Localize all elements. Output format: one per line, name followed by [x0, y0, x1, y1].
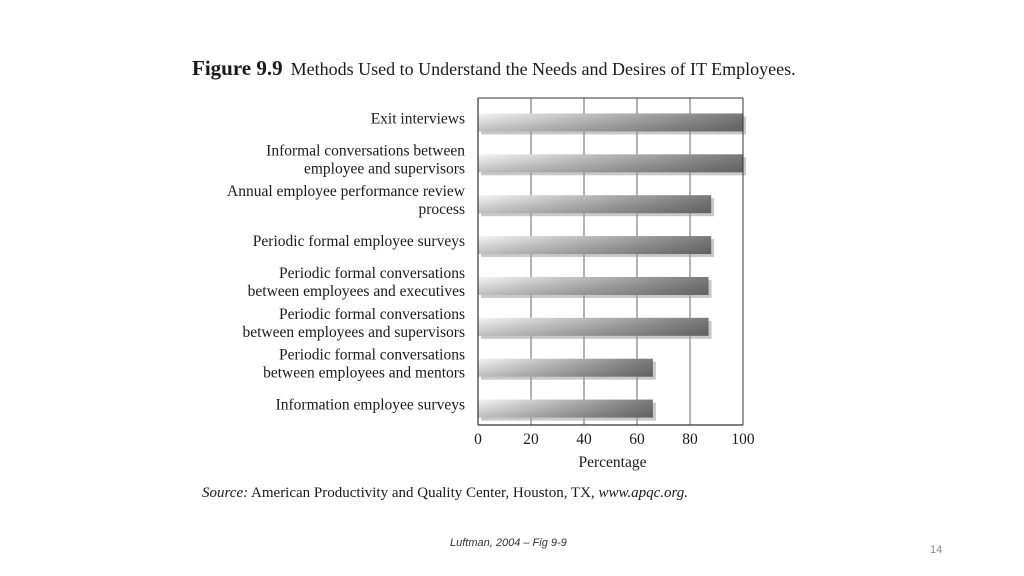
x-axis-title: Percentage — [579, 454, 647, 471]
bar-shade — [478, 113, 743, 132]
footer-credit: Luftman, 2004 – Fig 9-9 — [450, 537, 567, 549]
category-label: Periodic formal conversations — [279, 306, 465, 323]
x-tick-label: 20 — [523, 431, 539, 448]
source-text: American Productivity and Quality Center… — [251, 485, 595, 501]
category-label: Periodic formal employee surveys — [253, 233, 465, 250]
category-label: between employees and executives — [248, 283, 465, 300]
category-label: Exit interviews — [371, 110, 465, 127]
figure-source: Source: American Productivity and Qualit… — [202, 485, 688, 502]
figure-caption: Methods Used to Understand the Needs and… — [290, 59, 796, 79]
category-label: Periodic formal conversations — [279, 265, 465, 282]
bar-shade — [478, 317, 709, 336]
bar-shade — [478, 154, 743, 173]
slide-number: 14 — [930, 544, 943, 556]
category-label: Annual employee performance review — [227, 183, 466, 200]
bar-shade — [478, 358, 653, 377]
category-label: Information employee surveys — [276, 397, 465, 414]
bar-shade — [478, 195, 712, 214]
source-label: Source: — [202, 485, 249, 501]
figure-number: Figure 9.9 — [192, 56, 283, 80]
x-tick-label: 80 — [682, 431, 698, 448]
source-url: www.apqc.org. — [598, 485, 689, 501]
x-tick-label: 0 — [474, 431, 482, 448]
category-label: employee and supervisors — [304, 160, 465, 177]
x-tick-label: 100 — [731, 431, 755, 448]
x-tick-label: 40 — [576, 431, 592, 448]
category-label: between employees and mentors — [263, 365, 465, 382]
x-tick-label: 60 — [629, 431, 645, 448]
category-label: Periodic formal conversations — [279, 347, 465, 364]
bar-shade — [478, 276, 709, 295]
category-label: between employees and supervisors — [242, 324, 465, 341]
category-label: process — [419, 201, 466, 218]
figure-title: Figure 9.9 Methods Used to Understand the… — [192, 56, 796, 81]
bar-shade — [478, 236, 712, 255]
bar-chart: Exit interviews Informal conversations be… — [227, 97, 755, 471]
bar-shade — [478, 399, 653, 418]
category-label: Informal conversations between — [266, 142, 465, 159]
